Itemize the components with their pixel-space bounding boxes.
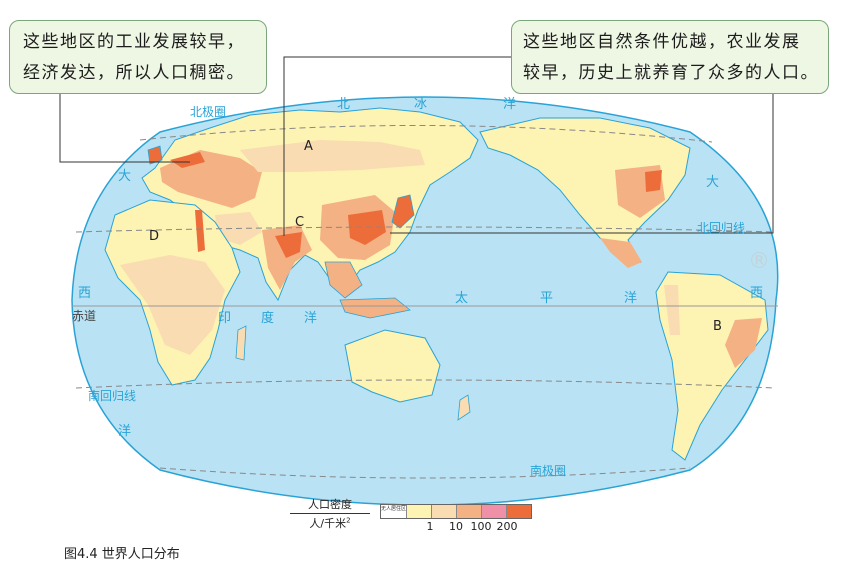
figure-caption: 图4.4 世界人口分布 xyxy=(64,547,180,562)
label-equator: 赤道 xyxy=(72,309,96,323)
label-tropic-capricorn: 南回归线 xyxy=(88,388,136,403)
madagascar xyxy=(235,325,247,361)
right-leader-line-asia xyxy=(390,94,774,234)
legend-title: 人口密度 人/千米2 xyxy=(290,496,370,531)
point-d: D xyxy=(149,229,159,244)
legend-tick-10: 10 xyxy=(449,520,463,533)
label-tropic-cancer: 北回归线 xyxy=(697,221,745,235)
point-c: C xyxy=(295,215,304,230)
japan xyxy=(391,194,415,229)
legend-title-numerator: 人口密度 xyxy=(290,496,370,514)
legend-tick-200: 200 xyxy=(496,520,518,533)
indonesia xyxy=(339,297,411,319)
ocean-atlantic-xi: 西 xyxy=(78,286,91,301)
ocean-arctic-1: 北 xyxy=(337,97,350,112)
new-zealand xyxy=(457,394,471,421)
india-very-dense xyxy=(275,232,302,258)
ocean-atlantic-da-left: 大 xyxy=(118,169,131,184)
legend-tick-1: 1 xyxy=(426,520,434,533)
ocean-arctic-2: 冰 xyxy=(414,97,427,112)
right-leader-line-c xyxy=(283,56,511,236)
ocean-atlantic-yang: 洋 xyxy=(118,424,131,439)
antarctic-circle-line xyxy=(159,467,691,479)
britain xyxy=(147,145,163,165)
south-america-landmass xyxy=(655,271,769,461)
russia-band xyxy=(240,140,425,172)
ocean-pacific-ping: 平 xyxy=(540,291,553,306)
callout-agricultural: 这些地区自然条件优越，农业发展 较早，历史上就养育了众多的人口。 xyxy=(511,20,829,94)
callout-industrial: 这些地区的工业发展较早， 经济发达，所以人口稠密。 xyxy=(9,20,267,94)
point-b: B xyxy=(713,319,722,334)
callout-left-line1: 这些地区的工业发展较早， xyxy=(23,32,245,52)
greenland xyxy=(689,109,743,141)
ocean-indian-3: 洋 xyxy=(304,311,317,326)
label-arctic-circle: 北极圈 xyxy=(190,105,226,119)
callout-left-line2: 经济发达，所以人口稠密。 xyxy=(23,63,245,83)
andes xyxy=(664,285,680,335)
usa-ne-very-dense xyxy=(645,170,662,192)
southeast-asia xyxy=(324,261,363,299)
point-a: A xyxy=(304,139,313,154)
registered-mark: ® xyxy=(748,249,770,274)
label-antarctic-circle: 南极圈 xyxy=(530,463,566,478)
ocean-indian-2: 度 xyxy=(261,310,274,326)
ocean-atlantic-xi-right: 西 xyxy=(750,286,763,301)
ocean-atlantic-da-right: 大 xyxy=(706,175,719,190)
legend-tick-100: 100 xyxy=(470,520,492,533)
legend-swatch-4 xyxy=(481,505,506,518)
legend-swatch-2 xyxy=(431,505,456,518)
europe-very-dense xyxy=(170,152,205,168)
ocean-pacific-tai: 太 xyxy=(455,291,468,306)
legend-title-denominator: 人/千米2 xyxy=(309,516,351,530)
ocean-pacific-yang: 洋 xyxy=(624,291,637,306)
nile-dense xyxy=(195,210,205,252)
left-leader-line xyxy=(59,94,190,163)
australia-landmass xyxy=(344,329,441,403)
legend-swatch-3 xyxy=(456,505,481,518)
legend-swatch-1 xyxy=(406,505,431,518)
brazil-coast xyxy=(725,318,762,368)
legend-swatch-uninhabited: 无人居住区 xyxy=(381,506,407,512)
legend-color-bar: 无人居住区 xyxy=(380,504,532,519)
arctic-circle-line xyxy=(139,125,713,143)
ocean-indian-1: 印 xyxy=(218,311,231,326)
callout-right-line2: 较早，历史上就养育了众多的人口。 xyxy=(523,63,819,83)
mexico xyxy=(600,238,642,268)
legend-swatch-5 xyxy=(506,505,531,518)
ocean-arctic-3: 洋 xyxy=(503,97,516,112)
callout-right-line1: 这些地区自然条件优越，农业发展 xyxy=(523,32,801,52)
africa-mid-density xyxy=(120,255,225,355)
